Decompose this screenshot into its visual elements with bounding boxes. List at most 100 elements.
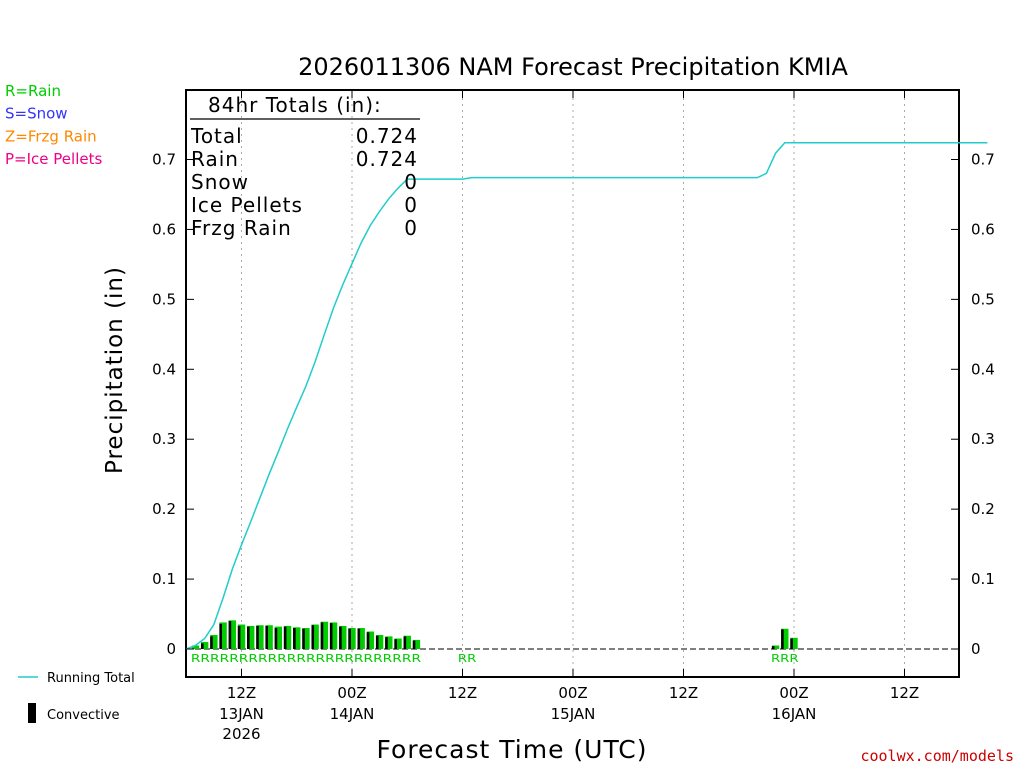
precip-bar [265,625,273,649]
precip-bar [302,628,310,649]
y-tick-label-right: 0.1 [971,570,995,588]
precip-bar [283,625,292,649]
precip-bars [191,620,798,649]
y-tick-label-left: 0.5 [152,290,176,308]
precip-bar [339,625,347,649]
y-tick-label-right: 0.6 [971,220,995,238]
precip-bar [412,639,421,649]
y-axis-left: 0 0.1 0.2 0.3 0.4 0.5 0.6 0.7 [152,151,194,658]
convective-bar [771,646,775,649]
x-tick-label-time: 12Z [890,684,919,702]
legend-item-1: S=Snow [5,105,68,123]
totals-label-1: Rain [191,147,239,171]
y-tick-label-right: 0.2 [971,500,995,518]
legend-item-2: Z=Frzg Rain [5,127,97,145]
precip-bar [200,642,209,649]
x-tick-label-date: 14JAN [330,705,375,723]
ptype-label-2: RRR [771,652,799,665]
y-tick-label-left: 0.7 [152,151,176,169]
precip-bar [375,635,384,649]
precip-bar [293,627,301,649]
convective-bar [781,629,784,649]
precip-bar [771,645,780,649]
x-tick-label-date: 13JAN [219,705,264,723]
y-tick-label-left: 0.2 [152,500,176,518]
convective-bars [200,621,793,649]
convective-bar [265,625,269,649]
precip-bar [790,637,798,649]
chart-title: 2026011306 NAM Forecast Precipitation KM… [298,53,848,81]
convective-bar [357,628,361,649]
convective-bar [385,637,388,649]
y-tick-label-left: 0.3 [152,430,176,448]
legend-item-0: R=Rain [5,82,61,100]
y-tick-label-left: 0.6 [152,220,176,238]
x-axis: 12Z 13JAN 2026 00Z 14JAN 12Z 00Z 15JAN 12Z 00Z 16J… [219,90,919,743]
y-tick-label-left: 0 [166,640,176,658]
convective-bar [375,635,379,649]
convective-bar [394,639,397,649]
grid-lines [241,92,905,675]
convective-bar [247,626,250,649]
precip-bar [228,620,236,649]
precip-bar [403,635,411,649]
convective-bar [237,625,241,649]
ptype-label-0: RRRRRRRRRRRRRRRRRRRRRRRR [191,652,422,665]
x-tick-label-time: 12Z [227,684,256,702]
totals-value-4: 0 [404,216,418,240]
precip-bar [320,621,329,649]
ptype-labels: RRRRRRRRRRRRRRRRRRRRRRRR RR RRR [191,652,799,665]
convective-bar [200,643,204,649]
totals-label-3: Ice Pellets [191,193,303,217]
convective-bar [210,636,213,649]
y-tick-label-right: 0.5 [971,290,995,308]
convective-bar [293,628,296,649]
x-tick-label-year: 2026 [222,725,260,743]
precip-bar [357,628,365,649]
y-tick-label-right: 0.4 [971,360,995,378]
convective-bar [219,623,222,649]
y-tick-label-right: 0.7 [971,151,995,169]
x-tick-label-time: 00Z [337,684,366,702]
convective-bar [302,628,305,649]
totals-label-2: Snow [191,170,249,194]
precip-bar [191,645,200,649]
precip-bar [237,624,246,649]
precip-bar [329,622,338,649]
convective-bar [366,632,370,649]
convective-legend-label: Convective [47,708,120,723]
precip-bar [274,626,283,649]
precip-bar [247,625,255,649]
precip-bar [256,625,264,649]
totals-header: 84hr Totals (in): [208,93,382,117]
totals-value-3: 0 [404,193,418,217]
precip-bar [781,628,789,649]
convective-bar [274,628,278,649]
precip-bar [366,631,375,649]
x-tick-label-time: 00Z [779,684,808,702]
credit-text: coolwx.com/models [860,747,1014,765]
totals-label-4: Frzg Rain [191,216,292,240]
convective-legend-swatch [28,703,36,723]
convective-bar [403,636,407,649]
convective-bar [348,628,351,649]
convective-bar [256,625,259,649]
x-axis-label: Forecast Time (UTC) [377,735,648,764]
precip-bar [385,636,393,649]
precip-bar [210,635,218,649]
legend-item-3: P=Ice Pellets [5,150,102,168]
y-tick-label-right: 0.3 [971,430,995,448]
totals-label-0: Total [190,124,243,148]
x-tick-label-date: 15JAN [551,705,596,723]
precip-bar [348,628,356,649]
y-axis-label: Precipitation (in) [102,266,128,474]
precip-type-legend: R=Rain S=Snow Z=Frzg Rain P=Ice Pellets [5,82,102,168]
convective-bar [329,623,333,649]
precip-bar [311,624,319,649]
y-tick-label-left: 0.4 [152,360,176,378]
x-tick-label-time: 12Z [669,684,698,702]
convective-bar [339,626,342,649]
precip-bar [394,638,402,649]
y-tick-label-left: 0.1 [152,570,176,588]
